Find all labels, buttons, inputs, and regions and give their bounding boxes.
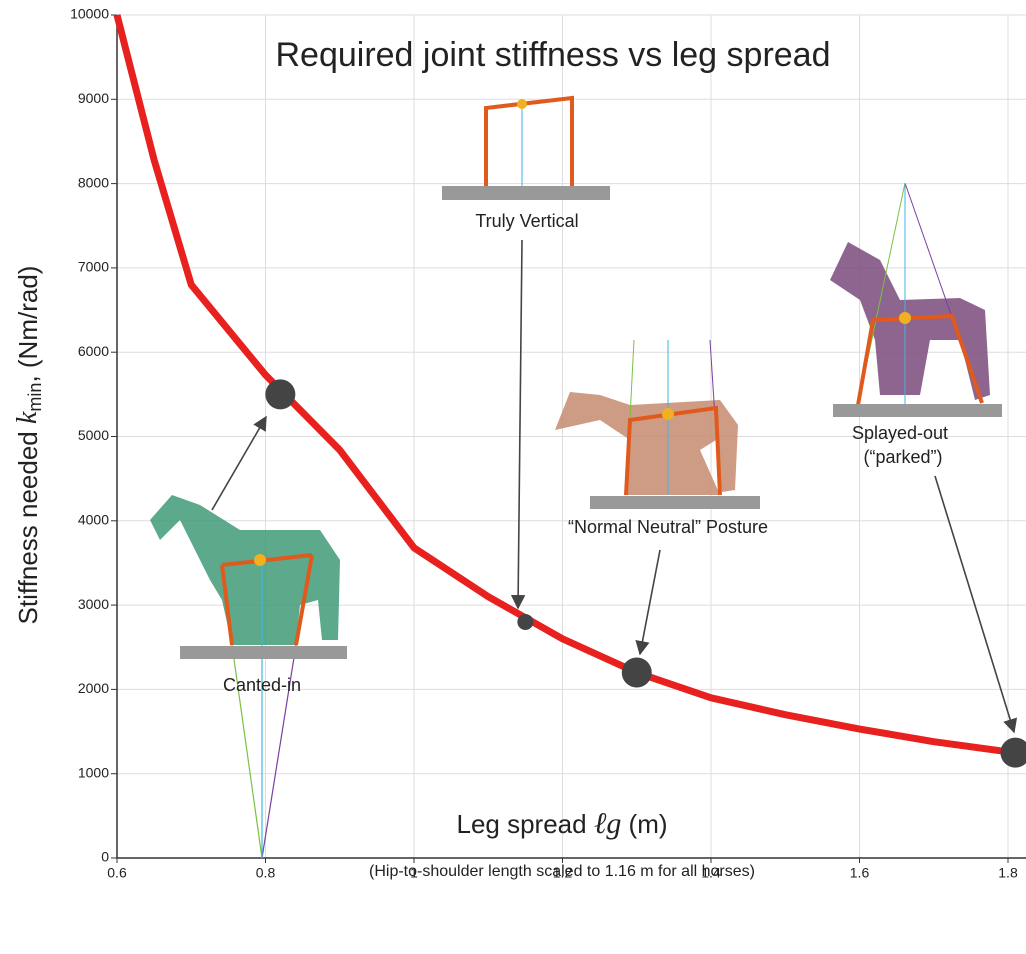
y-tick-label: 10000 xyxy=(70,6,109,22)
x-axis-label: Leg spread ℓg (m) xyxy=(456,807,667,840)
y-tick-label: 9000 xyxy=(78,90,109,106)
splayed-figure xyxy=(830,183,1002,417)
x-label-part: ℓ xyxy=(594,807,607,840)
x-tick-label: 0.8 xyxy=(256,865,276,881)
marker-point xyxy=(517,614,533,630)
x-tick-label: 0.6 xyxy=(107,865,127,881)
y-label-part: , (Nm/rad) xyxy=(13,266,43,383)
y-tick-label: 1000 xyxy=(78,764,109,780)
y-label-part: k xyxy=(12,411,43,424)
x-label-part: Leg spread xyxy=(456,809,593,839)
y-tick-label: 4000 xyxy=(78,512,109,528)
annotation: Canted-in xyxy=(223,675,301,695)
y-tick-label: 2000 xyxy=(78,680,109,696)
chart: 0 1000 2000 3000 4000 5000 6000 7000 8000 9000 100… xyxy=(0,0,1026,954)
chart-title: Required joint stiffness vs leg spread xyxy=(275,36,830,74)
y-tick-label: 5000 xyxy=(78,427,109,443)
y-label-part: min xyxy=(25,383,45,412)
x-tick-label: 1.6 xyxy=(850,865,870,881)
annotation: Truly Vertical xyxy=(475,211,578,231)
y-tick-label: 0 xyxy=(101,849,109,865)
y-tick-label: 3000 xyxy=(78,596,109,612)
marker-point xyxy=(265,379,295,409)
vertical-figure xyxy=(442,98,610,200)
grid: 0 1000 2000 3000 4000 5000 6000 7000 8000 9000 100… xyxy=(70,6,1026,881)
annotation: “Normal Neutral” Posture xyxy=(568,517,768,537)
x-tick-label: 1.8 xyxy=(998,865,1018,881)
x-label-part: g xyxy=(606,807,621,840)
y-label-part: Stiffness needed xyxy=(13,424,43,624)
annotation: Splayed-out xyxy=(852,423,948,443)
y-tick-label: 8000 xyxy=(78,174,109,190)
annotation: (“parked”) xyxy=(863,447,942,467)
x-label-part: (m) xyxy=(621,809,667,839)
marker-point xyxy=(1000,738,1026,768)
neutral-figure xyxy=(555,340,760,509)
subtitle: (Hip-to-shoulder length scaled to 1.16 m… xyxy=(369,863,755,880)
marker-point xyxy=(622,658,652,688)
y-axis-label: Stiffness needed kmin, (Nm/rad) xyxy=(12,266,44,625)
y-tick-label: 6000 xyxy=(78,343,109,359)
y-tick-label: 7000 xyxy=(78,259,109,275)
